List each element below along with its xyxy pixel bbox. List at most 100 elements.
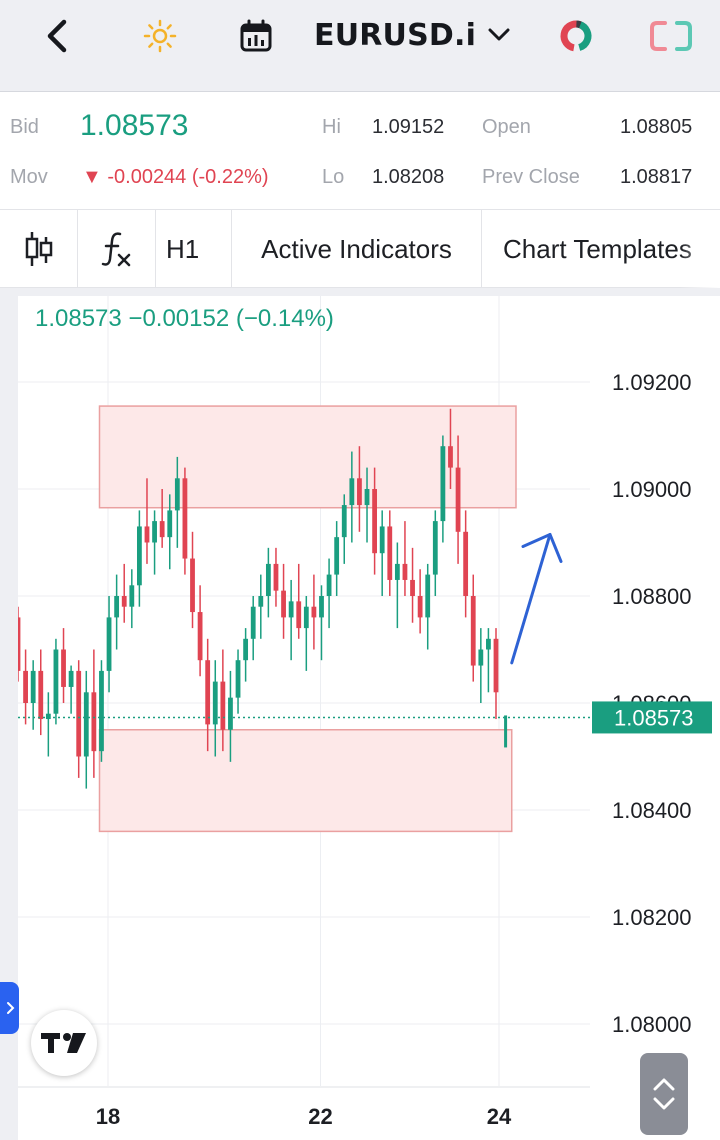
price-zone[interactable] [98,729,513,833]
candle-body[interactable] [296,601,302,629]
y-axis-tick-label: 1.08200 [612,905,692,930]
price-chart[interactable]: 1.09200 1.09000 1.08800 1.08400 1.08200 1.080… [18,296,720,1140]
candle-body[interactable] [440,446,446,522]
chart-canvas[interactable]: 1.09200 1.09000 1.08800 1.08400 1.08200 1.080… [18,296,720,1140]
hi-label: Hi [322,116,341,138]
candle-body[interactable] [288,601,294,618]
candle-body[interactable] [478,649,484,666]
bid-label: Bid [10,116,39,138]
ring-chart-icon[interactable] [554,14,598,58]
candle-body[interactable] [61,649,66,687]
sun-icon[interactable] [140,14,180,58]
tradingview-logo[interactable] [31,1010,97,1076]
candle-body[interactable] [319,596,324,618]
candle-body[interactable] [99,670,104,752]
chart-toolbar: H1 Active Indicators Chart Templates [0,210,720,288]
candle-body[interactable] [349,478,355,506]
candle-body[interactable] [417,596,423,618]
candle-body[interactable] [167,510,173,538]
frame-icon[interactable] [648,14,694,58]
tradingview-icon [40,1031,88,1055]
candle-body[interactable] [357,478,362,506]
quote-panel: Bid 1.08573 Mov ▼ -0.00244 (-0.22%) Hi 1… [0,92,720,210]
candle-body[interactable] [174,478,180,511]
candle-body[interactable] [205,660,211,725]
candle-body[interactable] [243,638,249,661]
candle-body[interactable] [250,606,256,639]
lo-label: Lo [322,166,345,188]
candle-body[interactable] [372,489,378,554]
candle-body[interactable] [455,467,461,532]
trend-arrow-head[interactable] [521,532,563,563]
trend-arrow-line[interactable] [510,532,552,665]
scroll-reset-button[interactable] [640,1053,688,1135]
x-axis-tick-label: 24 [487,1104,512,1129]
candle-body[interactable] [182,478,188,559]
candle-body[interactable] [379,526,385,554]
candle-body[interactable] [83,692,89,757]
candle-body[interactable] [364,489,370,506]
candle-body[interactable] [212,681,218,725]
candle-body[interactable] [425,574,431,618]
candle-body[interactable] [38,670,44,720]
candle-body[interactable] [228,697,233,730]
side-drawer-toggle[interactable] [0,982,19,1034]
candle-body[interactable] [18,617,21,671]
chart-templates-button[interactable]: Chart Templates [482,210,720,288]
chevron-right-icon [5,1001,15,1015]
candle-body[interactable] [273,563,279,591]
candle-body[interactable] [129,585,135,607]
lo-value: 1.08208 [372,166,445,188]
candle-body[interactable] [197,612,203,661]
candle-body[interactable] [235,660,241,698]
chart-type-button[interactable] [0,210,78,288]
timeframe-button[interactable]: H1 [156,210,232,288]
candle-body[interactable] [493,638,499,693]
candle-body[interactable] [53,649,59,714]
candle-body[interactable] [448,446,453,468]
candle-body[interactable] [220,681,226,730]
candle-body[interactable] [91,692,97,752]
candle-body[interactable] [121,596,127,607]
candle-body[interactable] [159,521,165,538]
calendar-icon[interactable] [236,14,276,58]
candle-body[interactable] [303,606,309,629]
back-arrow-icon[interactable] [34,14,78,58]
chart-templates-label: Chart Templates [503,233,692,264]
candle-body[interactable] [265,563,271,596]
candle-body[interactable] [23,670,28,703]
candle-body[interactable] [470,596,476,666]
active-indicators-button[interactable]: Active Indicators [232,210,482,288]
candle-body[interactable] [136,526,142,586]
candle-body[interactable] [463,531,469,596]
candle-body[interactable] [106,617,112,671]
indicators-button[interactable] [78,210,156,288]
mov-label: Mov [10,166,48,188]
symbol-selector[interactable]: EURUSD.i [314,12,510,58]
candle-body[interactable] [190,558,195,613]
candle-body[interactable] [144,526,150,543]
candle-body[interactable] [152,521,157,543]
chevron-down-icon [652,1097,676,1111]
candle-body[interactable] [30,670,36,703]
y-axis-tick-label: 1.08800 [612,584,692,609]
candle-body[interactable] [68,670,74,687]
candle-body[interactable] [281,590,286,618]
candle-body[interactable] [114,596,120,618]
candle-body[interactable] [432,521,438,575]
candle-body[interactable] [410,579,415,596]
candle-body[interactable] [326,574,332,596]
candle-body[interactable] [486,638,491,650]
candle-body[interactable] [341,505,347,538]
x-axis-tick-label: 18 [96,1104,120,1129]
candle-body[interactable] [394,563,400,580]
candle-body[interactable] [334,537,340,575]
y-axis-tick-label: 1.08000 [612,1012,692,1037]
price-zone[interactable] [98,405,517,509]
candle-body[interactable] [45,713,51,720]
candle-body[interactable] [76,670,82,757]
candle-body[interactable] [402,563,408,580]
candle-body[interactable] [311,606,317,618]
candle-body[interactable] [387,526,393,580]
candle-body[interactable] [258,596,264,607]
